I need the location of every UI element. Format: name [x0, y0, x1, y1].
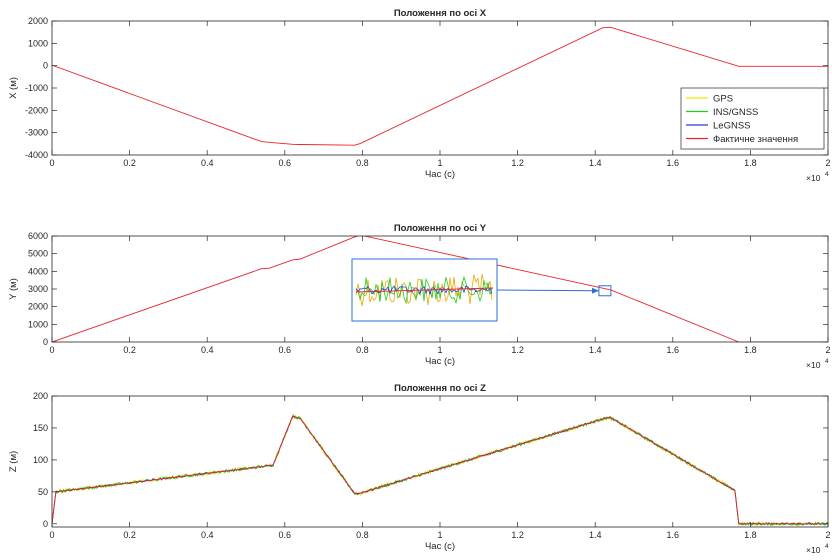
legend-entry: INS/GNSS [713, 107, 758, 118]
y-axis-label: X (м) [8, 77, 19, 99]
x-tick-label: 1.8 [744, 158, 757, 168]
x-exponent-power: 4 [825, 543, 829, 550]
inset-line-ins-gnss [355, 275, 493, 305]
x-tick-label: 1.8 [744, 530, 757, 540]
zoom-target-box [598, 285, 612, 297]
x-tick-label: 0.4 [201, 158, 214, 168]
x-tick-label: 0.6 [279, 345, 292, 355]
y-tick-label: 2000 [28, 302, 48, 312]
x-tick-label: 0.8 [356, 158, 369, 168]
plot-area [52, 236, 828, 342]
x-tick-label: 0 [49, 530, 54, 540]
y-tick-label: 1000 [28, 38, 48, 48]
series-line-actual [52, 415, 828, 525]
x-tick-label: 1.8 [744, 345, 757, 355]
y-tick-label: 0 [43, 61, 48, 71]
x-axis-label: Час (с) [425, 356, 455, 367]
legend: GPS INS/GNSS LeGNSS Фактичне значення [680, 87, 825, 150]
chart-title: Положення по осі Z [394, 383, 486, 394]
zoom-inset-plot [355, 274, 494, 306]
x-tick-label: 1.4 [589, 345, 602, 355]
series-line-legnss [52, 415, 828, 526]
y-axis-label: Y (м) [8, 278, 19, 300]
x-tick-label: 0.4 [201, 345, 214, 355]
series-line-actual [52, 26, 828, 146]
y-tick-label: 4000 [28, 266, 48, 276]
y-tick-label: 100 [33, 455, 48, 465]
y-tick-label: 6000 [28, 231, 48, 241]
y-tick-label: 0 [43, 519, 48, 529]
x-tick-label: 0.6 [279, 158, 292, 168]
y-tick-label: 5000 [28, 249, 48, 259]
x-tick-label: 1 [437, 158, 442, 168]
x-tick-label: 1.4 [589, 530, 602, 540]
axes-box [51, 395, 829, 528]
x-tick-label: 1.2 [511, 530, 524, 540]
x-tick-label: 0.8 [356, 345, 369, 355]
x-axis-label: Час (с) [425, 169, 455, 180]
x-tick-label: 1.2 [511, 158, 524, 168]
inset-line-actual [355, 287, 494, 293]
x-tick-label: 1.6 [667, 345, 680, 355]
y-tick-label: -2000 [25, 105, 48, 115]
x-tick-label: 0.4 [201, 530, 214, 540]
x-axis-label: Час (с) [425, 541, 455, 552]
inset-line-gps [355, 274, 493, 306]
x-exponent-base: ×10 [806, 173, 821, 183]
y-tick-label: 1000 [28, 319, 48, 329]
zoom-arrow [496, 287, 599, 294]
x-tick-label: 1.6 [667, 158, 680, 168]
zoom-annotation [351, 258, 612, 322]
legend-entry: GPS [713, 94, 733, 105]
x-tick-label: 0.2 [123, 158, 136, 168]
series-line-actual [52, 236, 828, 342]
x-tick-label: 0.8 [356, 530, 369, 540]
plot-area [52, 413, 828, 527]
subplot-2: 0 0.2 0.4 0.6 0.8 1 1.2 1.4 1.6 1.8 2 6000 5000 4000 3… [8, 223, 831, 370]
x-tick-label: 0.2 [123, 345, 136, 355]
x-exponent-power: 4 [825, 358, 829, 365]
y-tick-label: 200 [33, 391, 48, 401]
y-tick-label: 150 [33, 423, 48, 433]
plot-area [52, 26, 828, 146]
x-tick-label: 1 [437, 530, 442, 540]
chart-title: Положення по осі X [394, 8, 487, 19]
subplot-3: 0 0.2 0.4 0.6 0.8 1 1.2 1.4 1.6 1.8 2 200 150 100 50 0 П… [8, 383, 831, 555]
x-tick-label: 2 [825, 530, 830, 540]
x-tick-label: 2 [825, 345, 830, 355]
y-tick-label: 50 [38, 487, 48, 497]
y-tick-label: 0 [43, 337, 48, 347]
x-tick-label: 0.2 [123, 530, 136, 540]
x-tick-label: 0.6 [279, 530, 292, 540]
x-tick-label: 1.2 [511, 345, 524, 355]
y-tick-label: -1000 [25, 83, 48, 93]
y-tick-label: -4000 [25, 150, 48, 160]
series-line-gps [52, 413, 828, 527]
series-line-ins-gnss [52, 414, 828, 527]
y-tick-label: 2000 [28, 16, 48, 26]
x-tick-label: 0 [49, 158, 54, 168]
y-tick-label: 3000 [28, 284, 48, 294]
x-exponent-power: 4 [825, 171, 829, 178]
chart-title: Положення по осі Y [394, 223, 487, 234]
x-exponent-base: ×10 [806, 360, 821, 370]
legend-entry: Фактичне значення [713, 134, 798, 145]
x-tick-label: 1.4 [589, 158, 602, 168]
y-tick-label: -3000 [25, 128, 48, 138]
x-tick-label: 2 [825, 158, 830, 168]
x-tick-label: 1.6 [667, 530, 680, 540]
y-axis-label: Z (м) [8, 451, 19, 472]
x-tick-label: 0 [49, 345, 54, 355]
legend-entry: LeGNSS [713, 121, 751, 132]
x-exponent-base: ×10 [806, 545, 821, 555]
subplot-1: 0 0.2 0.4 0.6 0.8 1 1.2 1.4 1.6 1.8 2 2000 1000 0 -100… [8, 8, 831, 183]
x-tick-label: 1 [437, 345, 442, 355]
